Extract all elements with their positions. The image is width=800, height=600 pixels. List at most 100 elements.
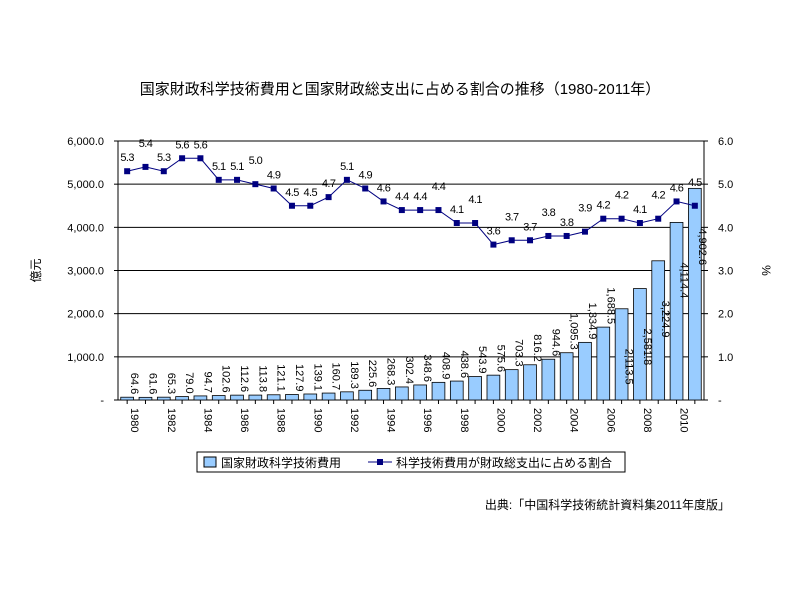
bar-data-label: 816.2 [531,334,543,362]
line-marker [343,176,350,183]
bar [120,396,134,401]
bar-data-label: 4,114.4 [678,262,690,298]
bar [230,394,244,401]
x-tick-label: 2000 [494,408,506,432]
line-data-label: 3.7 [505,211,519,223]
line-marker [600,215,607,222]
legend-label-bar: 国家財政科学技術費用 [221,455,341,470]
line-marker [124,168,131,175]
bar [358,389,373,401]
line-data-label: 3.7 [523,221,537,233]
y-tick-label: 1,000.0 [67,352,104,364]
bar [468,376,482,401]
line-data-label: 3.8 [542,207,556,219]
bar [376,388,391,401]
bar [340,391,354,401]
line-data-label: 4.9 [358,169,372,181]
line-data-label: 5.3 [120,152,134,164]
line-marker [288,202,295,209]
bar [175,396,189,401]
line-data-label: 4.4 [432,181,446,193]
line-data-label: 4.4 [395,191,409,203]
bar [578,341,592,401]
x-tick-label: 2010 [678,408,690,432]
y2-tick-label: 2.0 [718,309,733,321]
line-marker [581,228,588,235]
y-tick-label: 5,000.0 [67,179,104,191]
x-tick-label: 1996 [421,408,433,432]
line-data-label: 4.7 [322,178,336,190]
line-marker [527,237,534,244]
y2-tick-label: 5.0 [718,179,733,191]
bar-data-label: 113.8 [256,365,268,392]
bar-data-label: 703.3 [513,339,525,367]
bar [156,396,171,401]
x-tick-label: 1982 [165,408,177,432]
line-marker [380,198,387,205]
bar [449,380,464,401]
line-marker [417,207,424,214]
bar [559,352,574,401]
line-marker [142,163,149,170]
bar-data-label: 160.7 [330,363,342,391]
bar-data-label: 3,224.9 [659,301,671,338]
y-tick-label: 6,000.0 [67,136,104,148]
bar-data-label: 543.9 [476,346,488,374]
y2-tick-label: 6.0 [718,136,733,148]
x-tick-label: 1994 [385,408,397,432]
line-marker [435,207,442,214]
x-tick-label: 1986 [238,408,250,432]
line-marker [673,198,680,205]
y-tick-label: 3,000.0 [67,266,104,278]
x-tick-label: 1992 [348,408,360,432]
legend-label-line: 科学技術費用が財政総支出に占める割合 [396,455,612,470]
x-tick-label: 2008 [641,408,653,432]
line-marker [618,215,625,222]
line-marker [160,168,167,175]
bar-data-label: 1,334.9 [586,303,598,340]
line-marker [655,215,662,222]
line-marker [398,207,405,214]
chart-title: 国家財政科学技術費用と国家財政総支出に占める割合の推移（1980-2011年） [139,81,661,98]
line-data-label: 4.1 [468,194,482,206]
bar [266,394,281,401]
legend-bar-swatch [203,456,217,468]
bar-data-label: 302.4 [403,356,415,384]
line-data-label: 5.4 [139,138,153,150]
line-marker [215,176,222,183]
line-data-label: 5.6 [175,139,189,151]
bar [504,369,519,401]
line-data-label: 5.3 [157,152,171,164]
y2-tick-label: - [718,395,722,407]
bar-data-label: 1,688.5 [604,287,616,324]
y2-axis-label: % [759,265,773,276]
bar [285,394,299,401]
bar [413,384,427,401]
line-marker [490,241,497,248]
line-marker [179,155,186,162]
line-marker [252,181,259,188]
line-marker [545,232,552,239]
line-marker [563,232,570,239]
line-data-label: 3.8 [560,217,574,229]
bar [193,395,208,401]
line-data-label: 5.1 [340,161,354,173]
line-data-label: 4.6 [670,182,684,194]
bar [321,392,336,401]
line-series [127,157,695,246]
bar-data-label: 2,581.8 [641,329,653,366]
bar-data-label: 94.7 [201,371,213,392]
bar-data-label: 268.3 [385,358,397,386]
bar-data-label: 79.0 [183,372,195,393]
line-data-label: 3.6 [487,226,501,238]
line-data-label: 4.5 [688,177,702,189]
bar-data-label: 4,902.6 [696,228,708,265]
line-data-label: 3.9 [578,203,592,215]
x-tick-label: 2002 [531,408,543,432]
line-marker [234,176,241,183]
bar [211,395,226,401]
y-tick-label: 4,000.0 [67,222,104,234]
bar-data-label: 189.3 [348,361,360,389]
bar-data-label: 944.6 [549,329,561,357]
line-marker [636,220,643,227]
